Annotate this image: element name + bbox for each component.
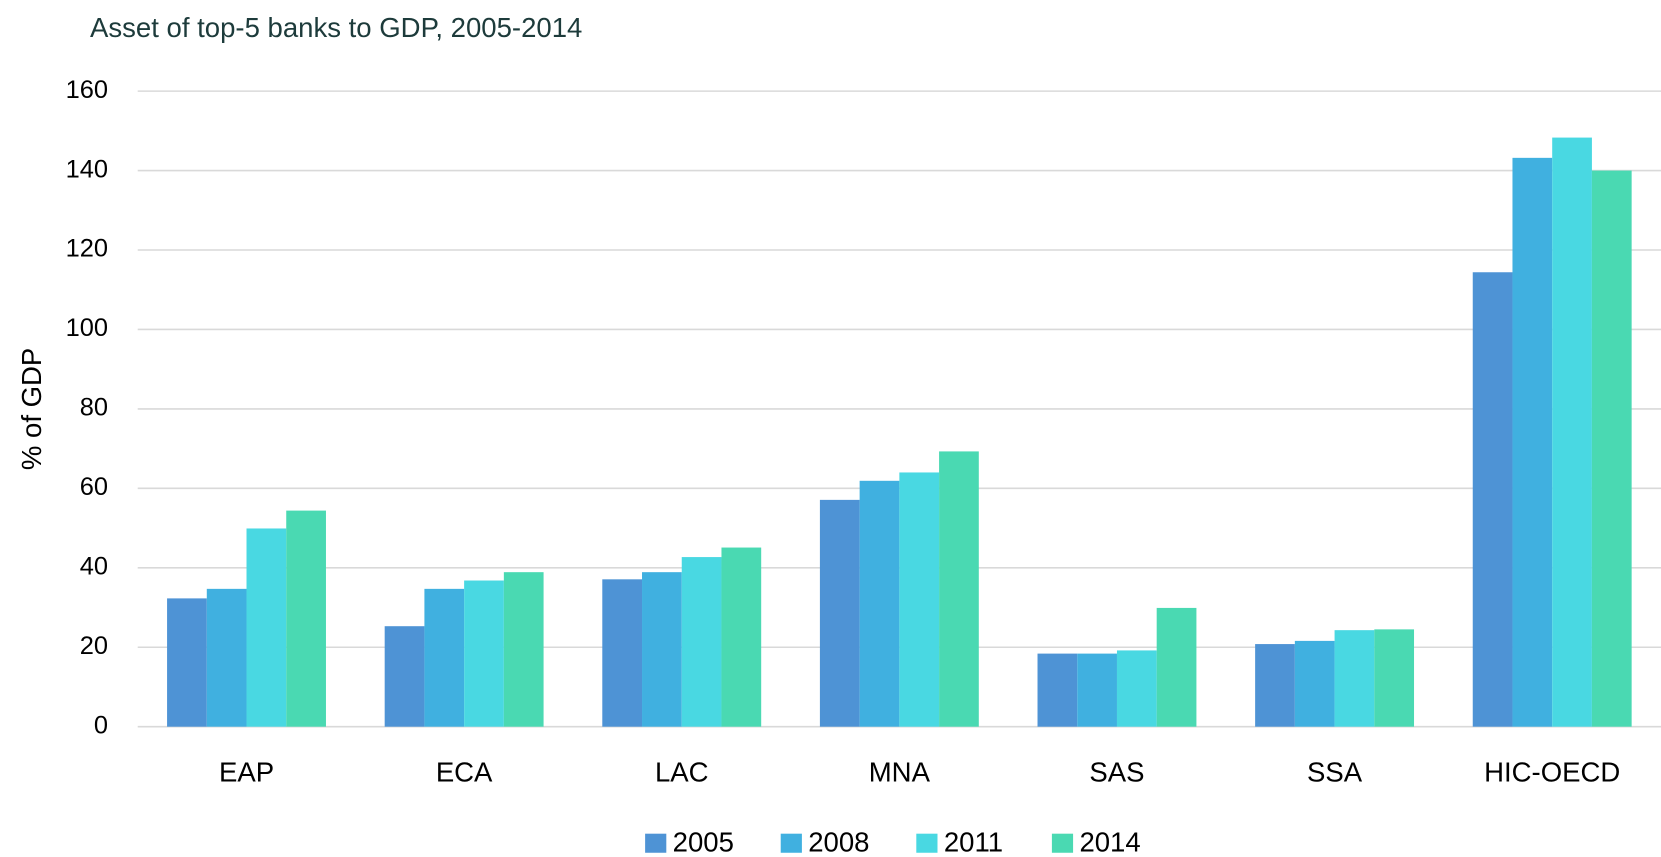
y-tick-label: 40 (80, 553, 108, 581)
bar (1294, 640, 1335, 727)
y-tick-label: 140 (66, 155, 108, 183)
x-tick-label: MNA (869, 757, 931, 788)
legend-label: 2008 (808, 827, 869, 857)
x-tick-label: ECA (436, 757, 493, 788)
legend-label: 2005 (673, 827, 734, 857)
bar (384, 626, 425, 727)
bar (1512, 157, 1553, 727)
bar (167, 598, 207, 727)
legend-swatch (1051, 833, 1074, 853)
bar (1116, 650, 1157, 727)
bar (1472, 272, 1513, 727)
bar (464, 580, 504, 727)
legend-swatch (645, 833, 667, 853)
y-tick-label: 20 (80, 632, 108, 660)
x-tick-label: HIC-OECD (1484, 757, 1620, 788)
x-tick-label: LAC (655, 757, 709, 788)
bar (1037, 653, 1078, 727)
legend-swatch (780, 833, 802, 853)
y-tick-label: 0 (94, 711, 108, 739)
bar (681, 557, 722, 727)
x-tick-label: EAP (219, 757, 274, 788)
bar (1255, 644, 1295, 727)
bar (721, 547, 762, 727)
bar (939, 451, 979, 727)
x-tick-label: SAS (1089, 757, 1144, 788)
bar (899, 472, 940, 727)
y-tick-label: 60 (80, 473, 108, 501)
legend-label: 2014 (1079, 827, 1140, 857)
y-tick-label: 160 (66, 76, 108, 104)
bar (859, 480, 900, 727)
bar (819, 499, 860, 727)
bar (1334, 630, 1375, 727)
bar (424, 588, 465, 727)
bar (503, 572, 544, 727)
legend-label: 2011 (944, 827, 1003, 857)
bar (1552, 137, 1592, 727)
bar (1374, 629, 1415, 727)
bar (246, 528, 287, 727)
y-tick-label: 100 (66, 314, 108, 342)
legend-swatch (916, 833, 938, 853)
bar (642, 572, 682, 727)
x-tick-label: SSA (1307, 757, 1363, 788)
bar (1156, 607, 1197, 727)
bar (206, 588, 247, 727)
chart-title: Asset of top-5 banks to GDP, 2005-2014 (90, 12, 582, 43)
bar (1591, 170, 1632, 727)
y-tick-label: 80 (80, 394, 108, 422)
bar (1077, 653, 1117, 727)
y-axis-label: % of GDP (16, 348, 47, 470)
y-tick-label: 120 (66, 235, 108, 263)
bar (602, 579, 643, 727)
bar (286, 510, 326, 727)
